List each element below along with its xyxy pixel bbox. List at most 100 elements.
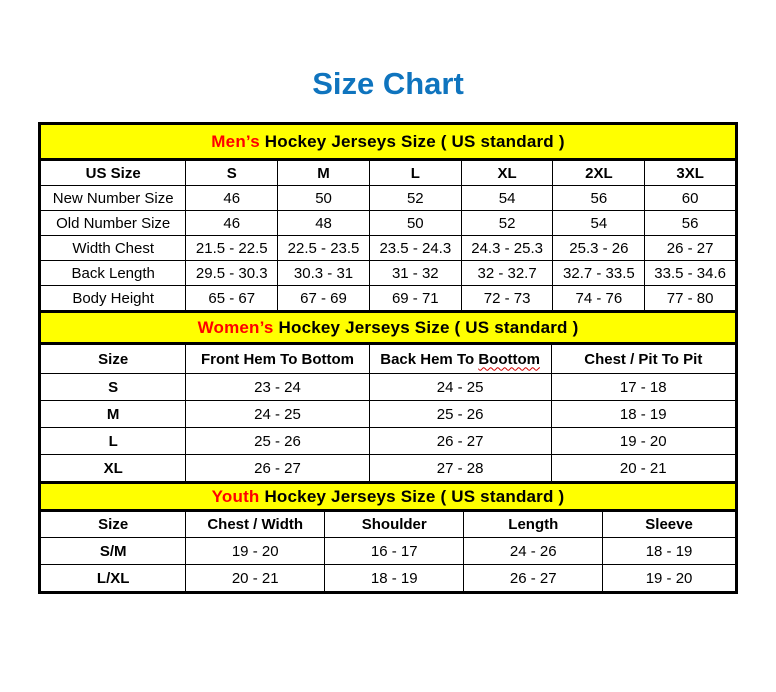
table-cell: 31 - 32: [368, 260, 462, 286]
table-cell: 56: [552, 185, 646, 211]
table-cell: 50: [368, 210, 462, 236]
table-cell: 46: [185, 210, 279, 236]
table-cell: 65 - 67: [185, 285, 279, 312]
column-header: 3XL: [644, 159, 737, 186]
column-header: Chest / Pit To Pit: [550, 343, 738, 374]
row-label: Old Number Size: [38, 210, 187, 236]
row-label: S: [38, 373, 187, 401]
column-header: Size: [38, 510, 187, 538]
table-cell: 29.5 - 30.3: [185, 260, 279, 286]
column-header: US Size: [38, 159, 187, 186]
column-header: Front Hem To Bottom: [185, 343, 370, 374]
table-cell: 24 - 25: [185, 400, 370, 428]
size-chart-title: Size Chart: [312, 66, 464, 101]
womens-banner-text: Hockey Jerseys Size ( US standard ): [273, 317, 579, 337]
row-label: M: [38, 400, 187, 428]
table-row: Body Height 65 - 67 67 - 69 69 - 71 72 - 73 7…: [38, 285, 737, 312]
womens-section-banner: Women’s Hockey Jerseys Size ( US standar…: [38, 310, 738, 345]
womens-column-header-row: Size Front Hem To Bottom Back Hem To Boo…: [38, 343, 738, 374]
table-cell: 26 - 27: [368, 427, 552, 455]
column-header: Size: [38, 343, 187, 374]
table-row: XL 26 - 27 27 - 28 20 - 21: [38, 454, 738, 483]
row-label: Back Length: [38, 260, 187, 286]
womens-banner-highlight: Women’s: [197, 317, 274, 337]
mens-banner-text: Hockey Jerseys Size ( US standard ): [259, 131, 565, 151]
table-cell: 54: [552, 210, 646, 236]
table-cell: 23.5 - 24.3: [368, 235, 462, 261]
row-label: Body Height: [38, 285, 187, 312]
table-cell: 48: [277, 210, 370, 236]
table-cell: 19 - 20: [602, 564, 737, 593]
table-cell: 67 - 69: [277, 285, 370, 312]
size-chart: Men’s Hockey Jerseys Size ( US standard …: [38, 122, 738, 594]
column-header: Shoulder: [324, 510, 465, 538]
mens-column-header-row: US Size S M L XL 2XL 3XL: [38, 159, 737, 186]
table-cell: 74 - 76: [552, 285, 646, 312]
table-cell: 50: [277, 185, 370, 211]
table-row: L/XL 20 - 21 18 - 19 26 - 27 19 - 20: [38, 564, 737, 593]
womens-size-table: Women’s Hockey Jerseys Size ( US standar…: [38, 310, 738, 484]
youth-table-body: S/M 19 - 20 16 - 17 24 - 26 18 - 19 L/XL 20 - …: [38, 537, 737, 593]
column-header: Back Hem To Boottom: [368, 343, 552, 374]
row-label: New Number Size: [38, 185, 187, 211]
table-cell: 32 - 32.7: [460, 260, 554, 286]
column-header: Chest / Width: [185, 510, 326, 538]
column-header: Sleeve: [602, 510, 737, 538]
table-cell: 21.5 - 22.5: [185, 235, 279, 261]
table-cell: 20 - 21: [185, 564, 326, 593]
table-row: S 23 - 24 24 - 25 17 - 18: [38, 373, 738, 401]
youth-banner-row: Youth Hockey Jerseys Size ( US standard …: [38, 481, 738, 512]
table-cell: 26 - 27: [463, 564, 604, 593]
table-cell: 25 - 26: [368, 400, 552, 428]
row-label: XL: [38, 454, 187, 483]
youth-column-header-row: Size Chest / Width Shoulder Length Sleev…: [38, 510, 737, 538]
row-label: L/XL: [38, 564, 187, 593]
table-cell: 24.3 - 25.3: [460, 235, 554, 261]
table-cell: 18 - 19: [602, 537, 737, 565]
mens-banner-highlight: Men’s: [211, 131, 260, 151]
table-cell: 26 - 27: [644, 235, 737, 261]
column-header: 2XL: [552, 159, 646, 186]
table-row: New Number Size 46 50 52 54 56 60: [38, 185, 737, 211]
table-cell: 26 - 27: [185, 454, 370, 483]
row-label: S/M: [38, 537, 187, 565]
table-cell: 56: [644, 210, 737, 236]
womens-table-body: S 23 - 24 24 - 25 17 - 18 M 24 - 25 25 - 26 18 …: [38, 373, 738, 483]
table-cell: 69 - 71: [368, 285, 462, 312]
table-cell: 19 - 20: [550, 427, 738, 455]
row-label: Width Chest: [38, 235, 187, 261]
youth-section-banner: Youth Hockey Jerseys Size ( US standard …: [38, 481, 738, 512]
mens-table-body: New Number Size 46 50 52 54 56 60 Old Number Si…: [38, 185, 737, 312]
table-cell: 20 - 21: [550, 454, 738, 483]
column-header: M: [277, 159, 370, 186]
column-header: S: [185, 159, 279, 186]
table-row: S/M 19 - 20 16 - 17 24 - 26 18 - 19: [38, 537, 737, 565]
table-cell: 16 - 17: [324, 537, 465, 565]
table-cell: 33.5 - 34.6: [644, 260, 737, 286]
table-cell: 52: [368, 185, 462, 211]
table-cell: 32.7 - 33.5: [552, 260, 646, 286]
table-row: Width Chest 21.5 - 22.5 22.5 - 23.5 23.5 - …: [38, 235, 737, 261]
table-cell: 24 - 25: [368, 373, 552, 401]
table-cell: 18 - 19: [550, 400, 738, 428]
youth-banner-text: Hockey Jerseys Size ( US standard ): [259, 486, 565, 506]
table-cell: 18 - 19: [324, 564, 465, 593]
table-cell: 77 - 80: [644, 285, 737, 312]
misspelled-word: Boottom: [478, 350, 540, 368]
row-label: L: [38, 427, 187, 455]
column-header: XL: [460, 159, 554, 186]
column-header: L: [368, 159, 462, 186]
youth-banner-highlight: Youth: [211, 486, 260, 506]
table-cell: 54: [460, 185, 554, 211]
table-cell: 72 - 73: [460, 285, 554, 312]
table-row: Old Number Size 46 48 50 52 54 56: [38, 210, 737, 236]
table-cell: 17 - 18: [550, 373, 738, 401]
table-cell: 25 - 26: [185, 427, 370, 455]
table-cell: 24 - 26: [463, 537, 604, 565]
table-cell: 52: [460, 210, 554, 236]
youth-size-table: Youth Hockey Jerseys Size ( US standard …: [38, 481, 738, 594]
table-cell: 60: [644, 185, 737, 211]
table-row: M 24 - 25 25 - 26 18 - 19: [38, 400, 738, 428]
table-cell: 19 - 20: [185, 537, 326, 565]
table-row: Back Length 29.5 - 30.3 30.3 - 31 31 - 32 32…: [38, 260, 737, 286]
